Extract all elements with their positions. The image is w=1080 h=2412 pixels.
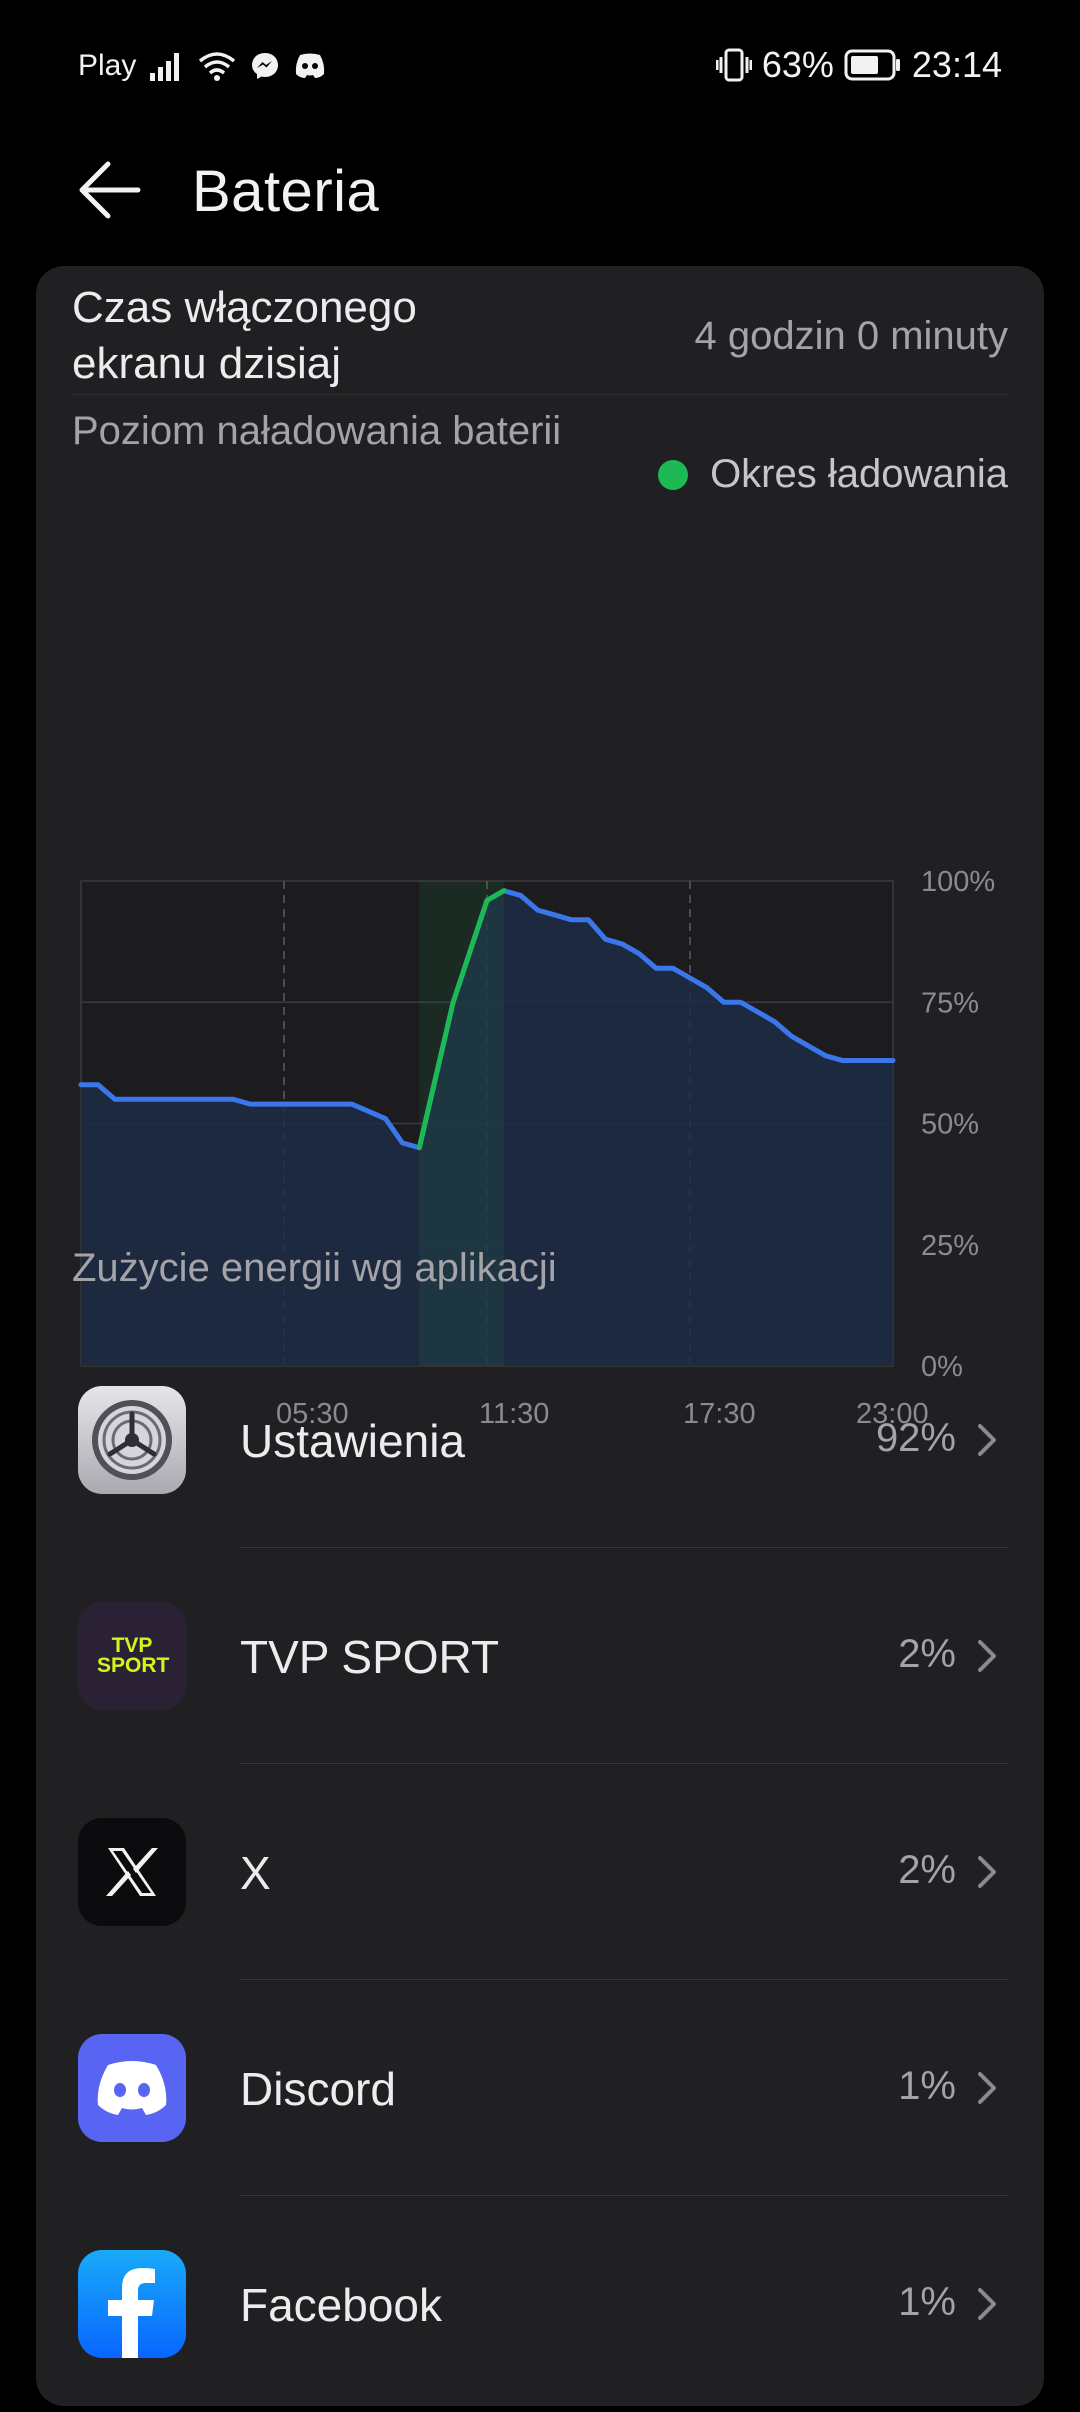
app-percent: 1% — [898, 2064, 956, 2109]
app-percent: 1% — [898, 2280, 956, 2325]
app-row-facebook[interactable]: Facebook 1% — [36, 2196, 1044, 2412]
chart-y-tick-label: 25% — [921, 1230, 979, 1262]
app-percent: 2% — [898, 1632, 956, 1677]
battery-icon — [844, 49, 902, 81]
app-name: Ustawienia — [240, 1414, 465, 1468]
chart-y-tick-label: 75% — [921, 987, 979, 1019]
chart-charging-band — [419, 881, 504, 1366]
app-usage-title: Zużycie energii wg aplikacji — [72, 1246, 557, 1291]
chart-y-tick-label: 50% — [921, 1109, 979, 1141]
battery-level-header: Poziom naładowania baterii Okres ładowan… — [72, 406, 1008, 516]
chevron-right-icon — [972, 2284, 1002, 2324]
settings-gear-icon — [78, 1386, 186, 1494]
screen-time-label: Czas włączonego ekranu dzisiaj — [72, 280, 532, 392]
carrier-name: Play — [78, 49, 136, 83]
app-header: Bateria — [0, 130, 1080, 260]
x-logo-icon — [78, 1818, 186, 1926]
vibrate-icon — [716, 47, 752, 83]
facebook-icon — [78, 2250, 186, 2358]
app-row-ustawienia[interactable]: Ustawienia 92% — [36, 1332, 1044, 1548]
app-row-x[interactable]: X 2% — [36, 1764, 1044, 1980]
status-bar-left: Play — [78, 44, 326, 88]
app-name: X — [240, 1846, 271, 1900]
chart-y-tick-label: 100% — [921, 866, 995, 898]
battery-card: Czas włączonego ekranu dzisiaj 4 godzin … — [36, 266, 1044, 2406]
clock: 23:14 — [912, 44, 1002, 86]
screen-time-row: Czas włączonego ekranu dzisiaj 4 godzin … — [72, 278, 1008, 395]
chevron-right-icon — [972, 1420, 1002, 1460]
back-button[interactable] — [70, 150, 150, 230]
discord-icon — [78, 2034, 186, 2142]
arrow-left-icon — [78, 160, 142, 220]
messenger-icon — [250, 51, 280, 81]
chevron-right-icon — [972, 1852, 1002, 1892]
charging-legend: Okres ładowania — [658, 452, 1008, 497]
chevron-right-icon — [972, 2068, 1002, 2108]
status-bar-right: 63% 23:14 — [716, 40, 1002, 90]
wifi-icon — [198, 51, 236, 81]
charging-legend-dot — [658, 460, 688, 490]
status-bar: Play 63% — [0, 0, 1080, 130]
chevron-right-icon — [972, 1636, 1002, 1676]
app-usage-list: Ustawienia 92% TVP SPORT TVP SPORT 2% — [36, 1332, 1044, 2412]
app-name: Discord — [240, 2062, 396, 2116]
app-row-discord[interactable]: Discord 1% — [36, 1980, 1044, 2196]
discord-notification-icon — [294, 52, 326, 80]
app-row-tvp-sport[interactable]: TVP SPORT TVP SPORT 2% — [36, 1548, 1044, 1764]
screen-time-value: 4 godzin 0 minuty — [694, 314, 1008, 359]
app-name: Facebook — [240, 2278, 442, 2332]
page-title: Bateria — [192, 158, 379, 225]
app-percent: 2% — [898, 1848, 956, 1893]
battery-percent: 63% — [762, 44, 834, 86]
battery-level-label: Poziom naładowania baterii — [72, 406, 592, 456]
signal-icon — [150, 51, 184, 81]
tvp-sport-icon: TVP SPORT — [78, 1602, 186, 1710]
tvp-sport-logo-text: TVP SPORT — [97, 1636, 167, 1676]
app-name: TVP SPORT — [240, 1630, 499, 1684]
charging-legend-label: Okres ładowania — [710, 452, 1008, 497]
app-percent: 92% — [876, 1416, 956, 1461]
